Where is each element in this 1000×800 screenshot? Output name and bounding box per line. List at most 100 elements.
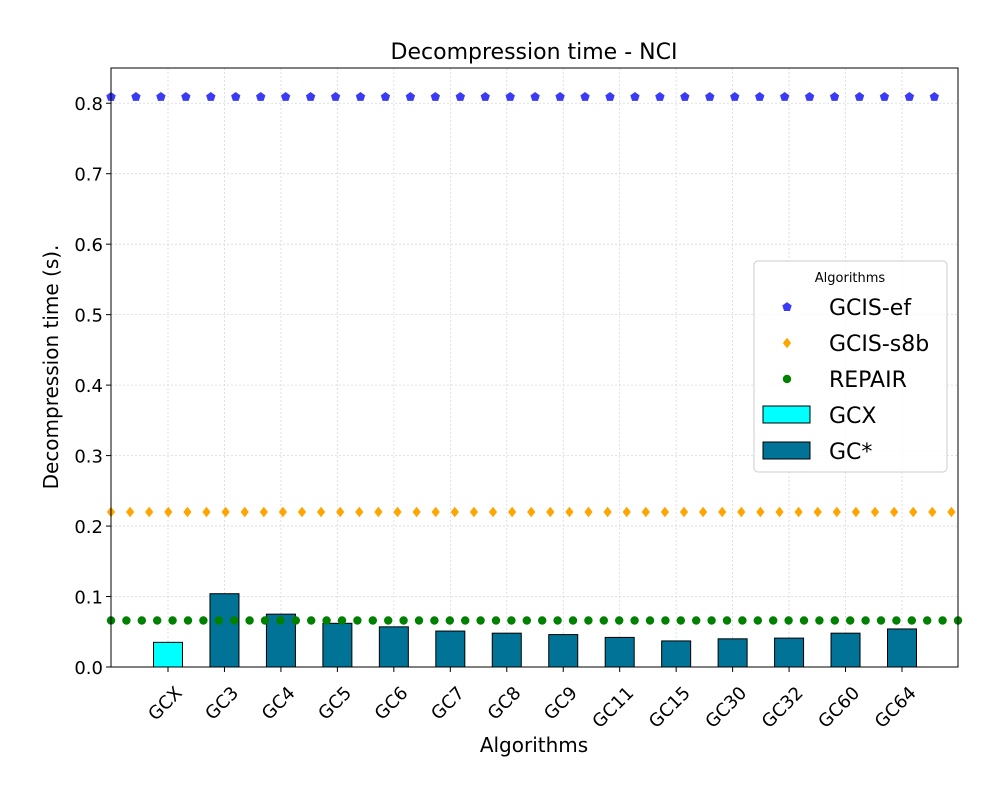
marker-repair bbox=[260, 616, 270, 625]
x-tick-label: GC8 bbox=[484, 683, 526, 725]
x-tick-label: GC11 bbox=[588, 683, 638, 733]
marker-repair bbox=[122, 616, 131, 625]
marker-gcis-s8b bbox=[527, 506, 536, 518]
x-tick-label: GC32 bbox=[758, 683, 808, 733]
x-tick-label: GC5 bbox=[314, 683, 356, 725]
marker-gcis-ef bbox=[156, 92, 166, 101]
marker-gcis-s8b bbox=[469, 506, 478, 518]
marker-gcis-s8b bbox=[947, 506, 956, 518]
marker-gcis-ef bbox=[555, 92, 565, 101]
y-tick-label: 0.4 bbox=[74, 376, 103, 397]
marker-gcis-s8b bbox=[508, 506, 517, 518]
marker-repair bbox=[522, 616, 531, 625]
y-axis-label: Decompression time (s). bbox=[39, 245, 63, 490]
marker-gcis-s8b bbox=[317, 506, 326, 518]
marker-repair bbox=[676, 616, 685, 625]
marker-repair bbox=[291, 616, 300, 625]
marker-repair bbox=[815, 616, 824, 625]
marker-gcis-s8b bbox=[183, 506, 192, 518]
marker-gcis-s8b bbox=[603, 506, 612, 518]
marker-repair bbox=[707, 616, 716, 625]
x-tick-label: GC60 bbox=[814, 683, 864, 733]
legend-marker-gcis-ef bbox=[782, 302, 792, 311]
x-tick-label: GC64 bbox=[871, 683, 921, 733]
marker-repair bbox=[538, 616, 547, 625]
legend-title: Algorithms bbox=[815, 271, 886, 286]
marker-repair bbox=[307, 616, 316, 625]
marker-gcis-s8b bbox=[374, 506, 383, 518]
bar-gc8 bbox=[491, 632, 522, 668]
marker-repair bbox=[214, 616, 223, 625]
marker-repair bbox=[861, 616, 870, 625]
marker-gcis-s8b bbox=[660, 506, 669, 518]
y-tick-label: 0.6 bbox=[74, 235, 103, 256]
marker-repair bbox=[245, 616, 254, 625]
marker-repair bbox=[276, 616, 285, 625]
marker-repair bbox=[830, 616, 839, 625]
bar-gc6 bbox=[378, 626, 409, 668]
marker-gcis-ef bbox=[405, 92, 416, 101]
marker-gcis-s8b bbox=[641, 506, 650, 518]
marker-gcis-s8b bbox=[699, 506, 708, 518]
marker-repair bbox=[645, 616, 655, 625]
marker-gcis-s8b bbox=[393, 506, 402, 518]
marker-repair bbox=[846, 616, 855, 625]
marker-repair bbox=[799, 616, 809, 625]
marker-gcis-s8b bbox=[851, 506, 860, 518]
marker-gcis-s8b bbox=[355, 506, 364, 518]
marker-gcis-ef bbox=[605, 92, 615, 101]
bar-gc32 bbox=[774, 637, 805, 668]
bar-gc64 bbox=[887, 628, 917, 668]
marker-gcis-ef bbox=[330, 92, 341, 101]
marker-repair bbox=[322, 616, 331, 625]
x-tick-label: GC6 bbox=[371, 683, 413, 725]
marker-repair bbox=[553, 616, 562, 625]
marker-repair bbox=[491, 616, 501, 625]
marker-gcis-ef bbox=[804, 92, 815, 101]
marker-gcis-ef bbox=[455, 92, 465, 101]
marker-repair bbox=[445, 616, 454, 625]
legend-swatch-gc* bbox=[762, 441, 811, 460]
marker-gcis-s8b bbox=[584, 506, 593, 518]
marker-repair bbox=[784, 616, 793, 625]
x-tick-label: GC30 bbox=[701, 683, 751, 733]
marker-repair bbox=[168, 616, 177, 625]
marker-gcis-s8b bbox=[928, 506, 937, 518]
marker-gcis-ef bbox=[181, 92, 191, 101]
marker-repair bbox=[476, 616, 485, 625]
marker-gcis-s8b bbox=[890, 506, 899, 518]
marker-gcis-s8b bbox=[278, 506, 287, 518]
marker-repair bbox=[876, 616, 886, 625]
marker-repair bbox=[738, 616, 747, 625]
marker-gcis-ef bbox=[505, 92, 515, 101]
x-tick-label: GCX bbox=[144, 683, 186, 725]
marker-gcis-s8b bbox=[756, 506, 765, 518]
marker-repair bbox=[230, 616, 239, 625]
marker-gcis-s8b bbox=[202, 506, 211, 518]
marker-gcis-ef bbox=[854, 92, 865, 101]
marker-gcis-ef bbox=[730, 92, 740, 101]
marker-gcis-ef bbox=[879, 92, 890, 101]
marker-repair bbox=[568, 616, 578, 625]
marker-gcis-s8b bbox=[164, 506, 173, 518]
marker-gcis-ef bbox=[430, 92, 440, 101]
x-tick-label: GC7 bbox=[427, 683, 469, 725]
y-tick-label: 0.2 bbox=[74, 517, 103, 538]
bar-gc7 bbox=[435, 630, 466, 668]
marker-gcis-s8b bbox=[488, 506, 498, 518]
marker-gcis-s8b bbox=[450, 506, 459, 518]
x-tick-label: GC3 bbox=[201, 683, 243, 725]
marker-gcis-s8b bbox=[679, 506, 689, 518]
legend-marker-repair bbox=[782, 374, 792, 384]
legend-swatch-gcx bbox=[762, 405, 811, 424]
x-tick-label: GC9 bbox=[540, 683, 582, 725]
marker-repair bbox=[892, 616, 901, 625]
marker-gcis-s8b bbox=[737, 506, 746, 518]
marker-repair bbox=[615, 616, 624, 625]
marker-gcis-s8b bbox=[775, 506, 784, 518]
bar-gc9 bbox=[548, 634, 579, 668]
marker-gcis-ef bbox=[355, 92, 366, 101]
bar-gc5 bbox=[322, 622, 353, 668]
legend-label: GCIS-ef bbox=[829, 296, 912, 321]
marker-repair bbox=[199, 616, 208, 625]
